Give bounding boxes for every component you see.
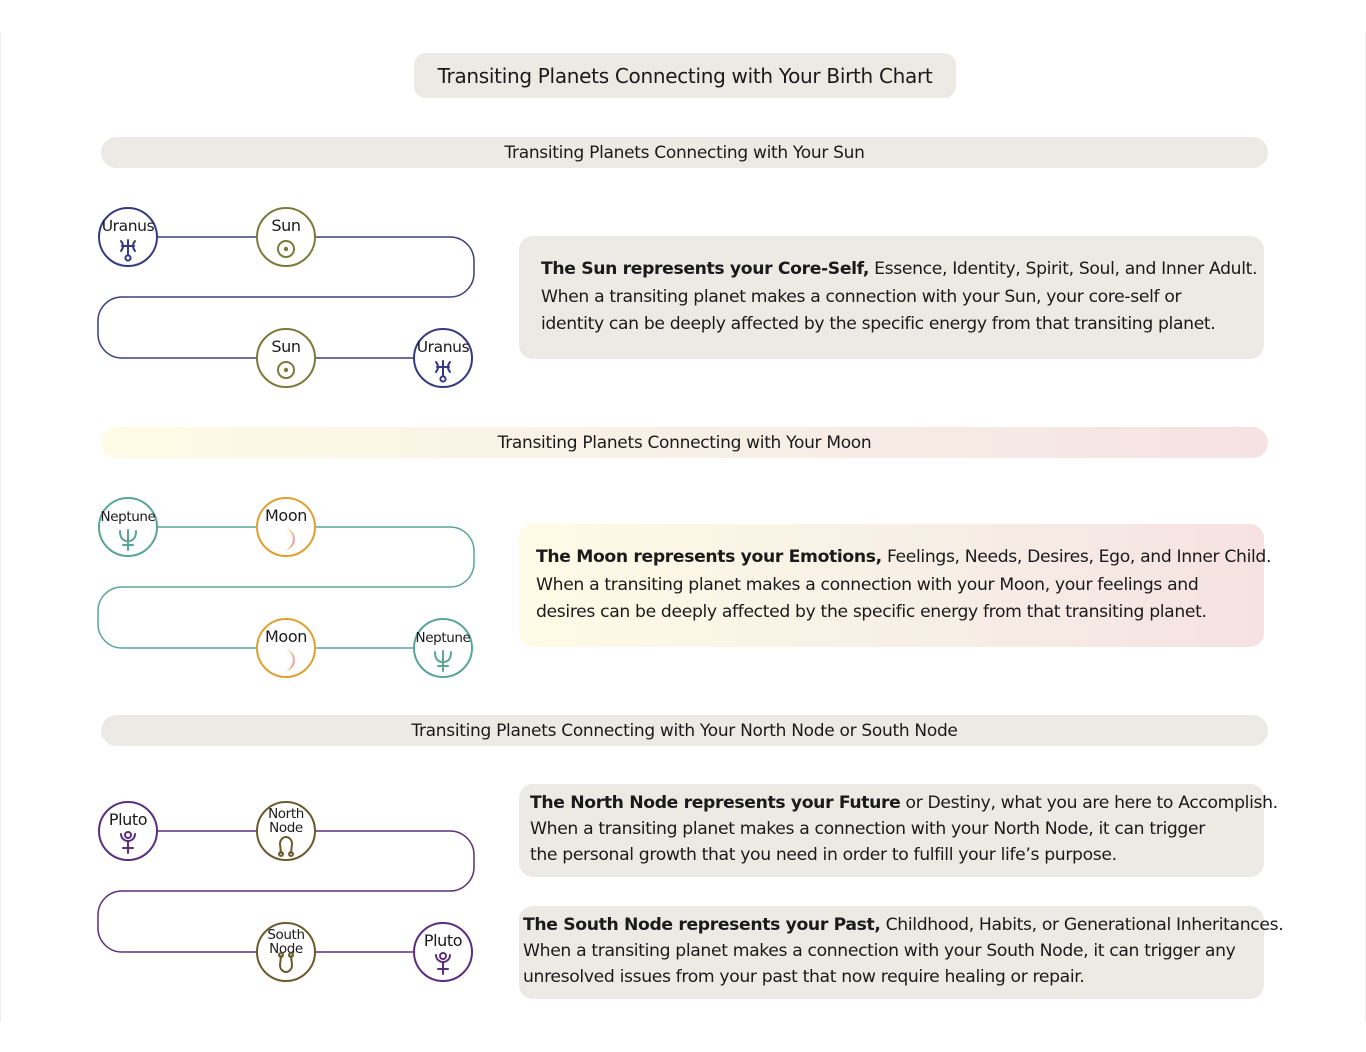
south-node-description-line: unresolved issues from your past that no… — [523, 967, 1085, 987]
north-node-description-line: or Destiny, what you are here to Accompl… — [900, 793, 1279, 813]
sun-description-line: When a transiting planet makes a connect… — [541, 286, 1182, 307]
uranus-icon — [120, 239, 136, 262]
page-title: Transiting Planets Connecting with Your … — [414, 53, 956, 98]
planet-node-label: Moon — [265, 627, 307, 646]
section-band-moon: Transiting Planets Connecting with Your … — [101, 427, 1268, 458]
planet-node: Pluto — [98, 801, 158, 861]
planet-node: Neptune — [413, 618, 473, 678]
south-node-icon — [278, 952, 294, 973]
sun-icon — [277, 361, 295, 379]
planet-node-label: Node — [269, 941, 303, 957]
planet-node: Sun — [256, 328, 316, 388]
diagram-sun: Uranus Sun Sun Uranus — [96, 200, 478, 390]
planet-node: Moon — [256, 618, 316, 678]
north-node-description-line: the personal growth that you need in ord… — [530, 845, 1117, 865]
planet-node-label: Moon — [265, 506, 307, 525]
neptune-icon — [434, 650, 452, 672]
north-node-description: The North Node represents your Future or… — [519, 784, 1278, 877]
section-band-sun: Transiting Planets Connecting with Your … — [101, 137, 1268, 168]
moon-description-line: When a transiting planet makes a connect… — [536, 574, 1199, 595]
planet-node: Neptune — [98, 497, 158, 557]
sun-description-bold: The Sun represents your Core-Self, — [541, 259, 870, 279]
north-node-icon — [278, 836, 294, 857]
diagram-moon: Neptune Moon Moon Neptune — [96, 490, 478, 680]
planet-connection-diagram: Uranus Sun Sun Uranus — [97, 207, 475, 388]
planet-node-label: Pluto — [109, 810, 147, 829]
moon-description-line: desires can be deeply affected by the sp… — [536, 602, 1207, 622]
neptune-icon — [119, 529, 137, 551]
planet-node: Uranus — [413, 328, 473, 388]
connector-line — [97, 830, 475, 953]
north-node-description-line: When a transiting planet makes a connect… — [530, 819, 1205, 839]
planet-node: Pluto — [413, 922, 473, 982]
north-node-description-bold: The North Node represents your Future — [530, 793, 901, 813]
uranus-icon — [435, 360, 451, 383]
moon-icon — [284, 528, 295, 550]
planet-node-label: Uranus — [417, 338, 470, 356]
planet-node-label: North — [268, 806, 304, 822]
diagram-nodes: Pluto North Node South Node Pluto — [96, 794, 478, 984]
section-band-nodes: Transiting Planets Connecting with Your … — [101, 715, 1268, 746]
planet-node-label: Pluto — [424, 931, 462, 950]
planet-node-label: Neptune — [416, 630, 471, 646]
sun-description: The Sun represents your Core-Self, Essen… — [519, 236, 1264, 359]
planet-node: Moon — [256, 497, 316, 557]
planet-node-label: Sun — [271, 337, 300, 356]
pluto-icon — [120, 831, 136, 854]
connector-line — [97, 236, 475, 359]
planet-node-label: Uranus — [102, 217, 155, 235]
moon-description-line: Feelings, Needs, Desires, Ego, and Inner… — [881, 547, 1272, 567]
moon-description-bold: The Moon represents your Emotions, — [536, 547, 882, 567]
sun-description-line: Essence, Identity, Spirit, Soul, and Inn… — [869, 259, 1258, 279]
south-node-description: The South Node represents your Past, Chi… — [519, 906, 1284, 999]
planet-connection-diagram: Neptune Moon Moon Neptune — [97, 497, 475, 678]
planet-node-label: Sun — [271, 216, 300, 235]
south-node-description-line: When a transiting planet makes a connect… — [523, 941, 1236, 961]
connector-line — [97, 526, 475, 649]
south-node-description-line: Childhood, Habits, or Generational Inher… — [880, 915, 1284, 935]
moon-description: The Moon represents your Emotions, Feeli… — [519, 524, 1271, 647]
sun-icon — [277, 240, 295, 258]
planet-node-label: South — [267, 927, 304, 943]
planet-node: Sun — [256, 207, 316, 267]
sun-description-line: identity can be deeply affected by the s… — [541, 314, 1216, 334]
planet-node: Uranus — [98, 207, 158, 267]
planet-node-label: Node — [269, 820, 303, 836]
south-node-description-bold: The South Node represents your Past, — [523, 915, 881, 935]
pluto-icon — [435, 952, 451, 975]
planet-node-label: Neptune — [101, 509, 156, 525]
moon-icon — [284, 649, 295, 671]
